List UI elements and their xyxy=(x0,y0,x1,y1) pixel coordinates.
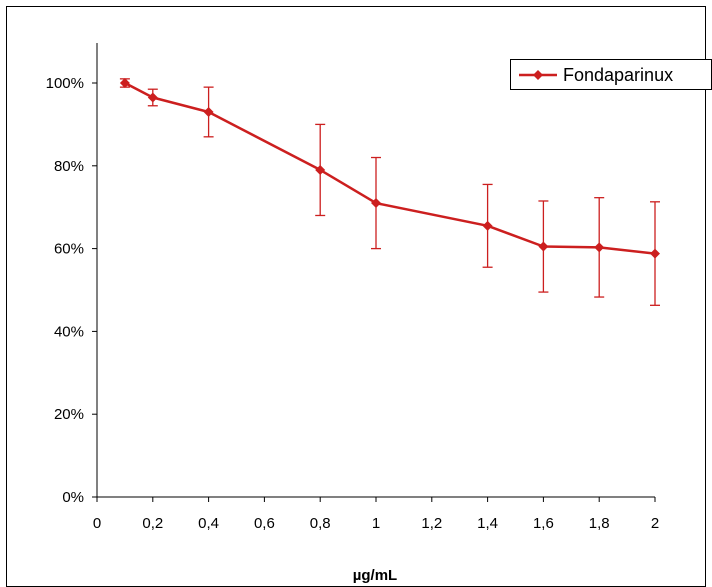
legend: Fondaparinux xyxy=(510,59,712,90)
data-point xyxy=(203,106,214,117)
x-tick-label: 1 xyxy=(372,515,380,532)
x-tick-label: 0,8 xyxy=(310,515,331,532)
y-tick-label: 20% xyxy=(54,406,84,423)
x-tick-label: 1,2 xyxy=(421,515,442,532)
data-point xyxy=(538,241,549,252)
x-tick-label: 0,2 xyxy=(142,515,163,532)
x-tick-label: 0,4 xyxy=(198,515,219,532)
x-tick-label: 1,8 xyxy=(589,515,610,532)
data-point xyxy=(119,78,130,88)
data-point xyxy=(315,164,326,175)
axes: 0% 20% 40% 60% 80% 100% 0 0,2 0,4 0,6 0,8 1 1,2 1,4 1,… xyxy=(46,43,659,532)
data-point xyxy=(594,242,605,253)
y-tick-label: 0% xyxy=(62,489,84,506)
data-point xyxy=(650,248,660,259)
y-tick-label: 80% xyxy=(54,158,84,175)
legend-entry-label: Fondaparinux xyxy=(563,65,673,85)
y-tick-label: 100% xyxy=(46,75,84,92)
data-point xyxy=(371,198,381,209)
x-tick-label: 0 xyxy=(93,515,101,532)
x-tick-label: 1,4 xyxy=(477,515,498,532)
series-layer xyxy=(119,78,660,306)
y-tick-label: 60% xyxy=(54,241,84,258)
y-tick-label: 40% xyxy=(54,323,84,340)
x-tick-label: 1,6 xyxy=(533,515,554,532)
x-tick-label: 0,6 xyxy=(254,515,275,532)
chart-frame xyxy=(6,6,706,587)
x-tick-label: 2 xyxy=(651,515,659,532)
data-point xyxy=(482,220,493,231)
legend-marker xyxy=(533,70,543,80)
data-point xyxy=(147,92,158,103)
x-axis-title: µg/mL xyxy=(353,567,397,584)
